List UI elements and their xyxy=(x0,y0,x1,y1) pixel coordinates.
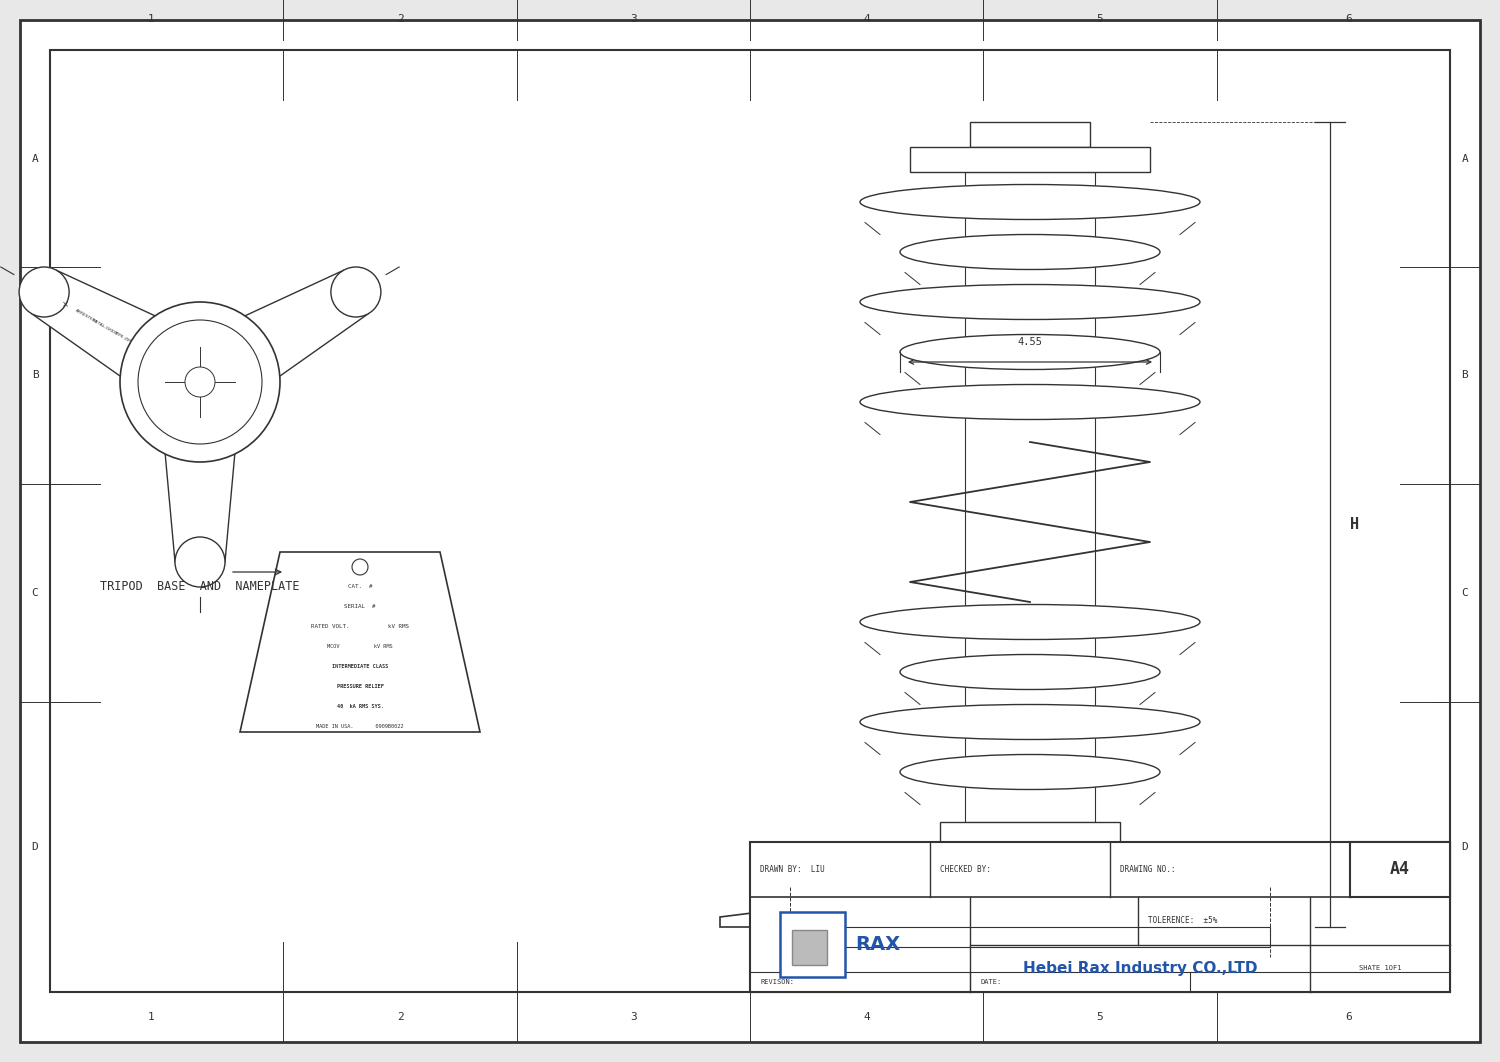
Ellipse shape xyxy=(900,335,1160,370)
Text: 5: 5 xyxy=(1096,14,1104,24)
Bar xyxy=(1350,842,1450,897)
Text: A: A xyxy=(32,154,39,164)
Text: SHATE 1OF1: SHATE 1OF1 xyxy=(1359,965,1401,972)
Text: DRAWN BY:  LIU: DRAWN BY: LIU xyxy=(760,866,825,874)
Text: A: A xyxy=(1461,154,1468,164)
Circle shape xyxy=(176,537,225,587)
Text: SERIAL  #: SERIAL # xyxy=(345,604,376,610)
Text: D: D xyxy=(32,842,39,852)
Ellipse shape xyxy=(920,867,1140,897)
Polygon shape xyxy=(240,552,480,732)
Text: TRIPOD  BASE  AND  NAMEPLATE: TRIPOD BASE AND NAMEPLATE xyxy=(100,581,300,594)
Text: C: C xyxy=(32,588,39,598)
Text: B: B xyxy=(32,371,39,380)
Text: 2: 2 xyxy=(396,1012,404,1022)
Bar xyxy=(50,50,1450,992)
Text: TYPE ZIP: TYPE ZIP xyxy=(112,330,130,343)
Circle shape xyxy=(138,320,262,444)
Bar xyxy=(940,822,1120,862)
Text: B: B xyxy=(1461,371,1468,380)
Bar xyxy=(792,929,826,964)
Text: 1: 1 xyxy=(148,1012,154,1022)
Ellipse shape xyxy=(900,654,1160,689)
Ellipse shape xyxy=(859,704,1200,739)
Ellipse shape xyxy=(859,604,1200,639)
Text: REVISON:: REVISON: xyxy=(760,979,794,984)
Text: 6: 6 xyxy=(1346,1012,1352,1022)
Text: Hebei Rax Industry CO.,LTD: Hebei Rax Industry CO.,LTD xyxy=(1023,961,1257,976)
Text: 4: 4 xyxy=(862,14,870,24)
Text: ×: × xyxy=(63,299,69,309)
Text: RAX: RAX xyxy=(855,935,900,954)
Text: H: H xyxy=(1350,517,1359,532)
Text: DRAWING NO.:: DRAWING NO.: xyxy=(1120,866,1176,874)
Circle shape xyxy=(352,559,368,575)
Text: CAT.  #: CAT. # xyxy=(348,584,372,589)
Ellipse shape xyxy=(859,384,1200,419)
Text: TOLERENCE:  ±5%: TOLERENCE: ±5% xyxy=(1148,917,1218,925)
Bar xyxy=(750,842,1450,992)
Bar xyxy=(780,911,844,976)
Ellipse shape xyxy=(859,185,1200,220)
Text: 1: 1 xyxy=(148,14,154,24)
Bar xyxy=(910,147,1150,172)
Ellipse shape xyxy=(859,285,1200,320)
Text: DATE:: DATE: xyxy=(980,979,1002,984)
Polygon shape xyxy=(165,452,236,562)
Ellipse shape xyxy=(900,235,1160,270)
Text: 4: 4 xyxy=(862,1012,870,1022)
Text: 6: 6 xyxy=(1346,14,1352,24)
Text: METAL-OXIDE: METAL-OXIDE xyxy=(92,318,118,336)
Text: 3: 3 xyxy=(630,1012,638,1022)
Polygon shape xyxy=(720,897,1340,927)
Text: 40  kA RMS SYS.: 40 kA RMS SYS. xyxy=(336,704,384,709)
Text: RATED VOLT.           kV RMS: RATED VOLT. kV RMS xyxy=(310,624,410,630)
Text: 5: 5 xyxy=(1096,1012,1104,1022)
Text: ARRESTER: ARRESTER xyxy=(75,309,96,324)
Text: MADE IN USA.       0909B0022: MADE IN USA. 0909B0022 xyxy=(316,724,404,730)
Text: 2: 2 xyxy=(396,14,404,24)
Circle shape xyxy=(184,367,214,397)
Text: A4: A4 xyxy=(1390,860,1410,878)
Polygon shape xyxy=(32,271,158,377)
Circle shape xyxy=(20,267,69,316)
Text: CHECKED BY:: CHECKED BY: xyxy=(940,866,992,874)
Bar xyxy=(970,122,1090,147)
Bar xyxy=(964,172,1095,822)
Polygon shape xyxy=(243,271,369,377)
Text: INTERMEDIATE CLASS: INTERMEDIATE CLASS xyxy=(332,665,388,669)
Text: MCOV           kV RMS: MCOV kV RMS xyxy=(327,645,393,650)
Ellipse shape xyxy=(900,754,1160,789)
Bar xyxy=(750,947,1310,962)
Text: PRESSURE RELIEF: PRESSURE RELIEF xyxy=(336,685,384,689)
Text: 4.55: 4.55 xyxy=(1017,337,1042,347)
Circle shape xyxy=(120,302,280,462)
Bar xyxy=(790,927,1270,947)
Text: D: D xyxy=(1461,842,1468,852)
Text: 3: 3 xyxy=(630,14,638,24)
Circle shape xyxy=(332,267,381,316)
Text: C: C xyxy=(1461,588,1468,598)
